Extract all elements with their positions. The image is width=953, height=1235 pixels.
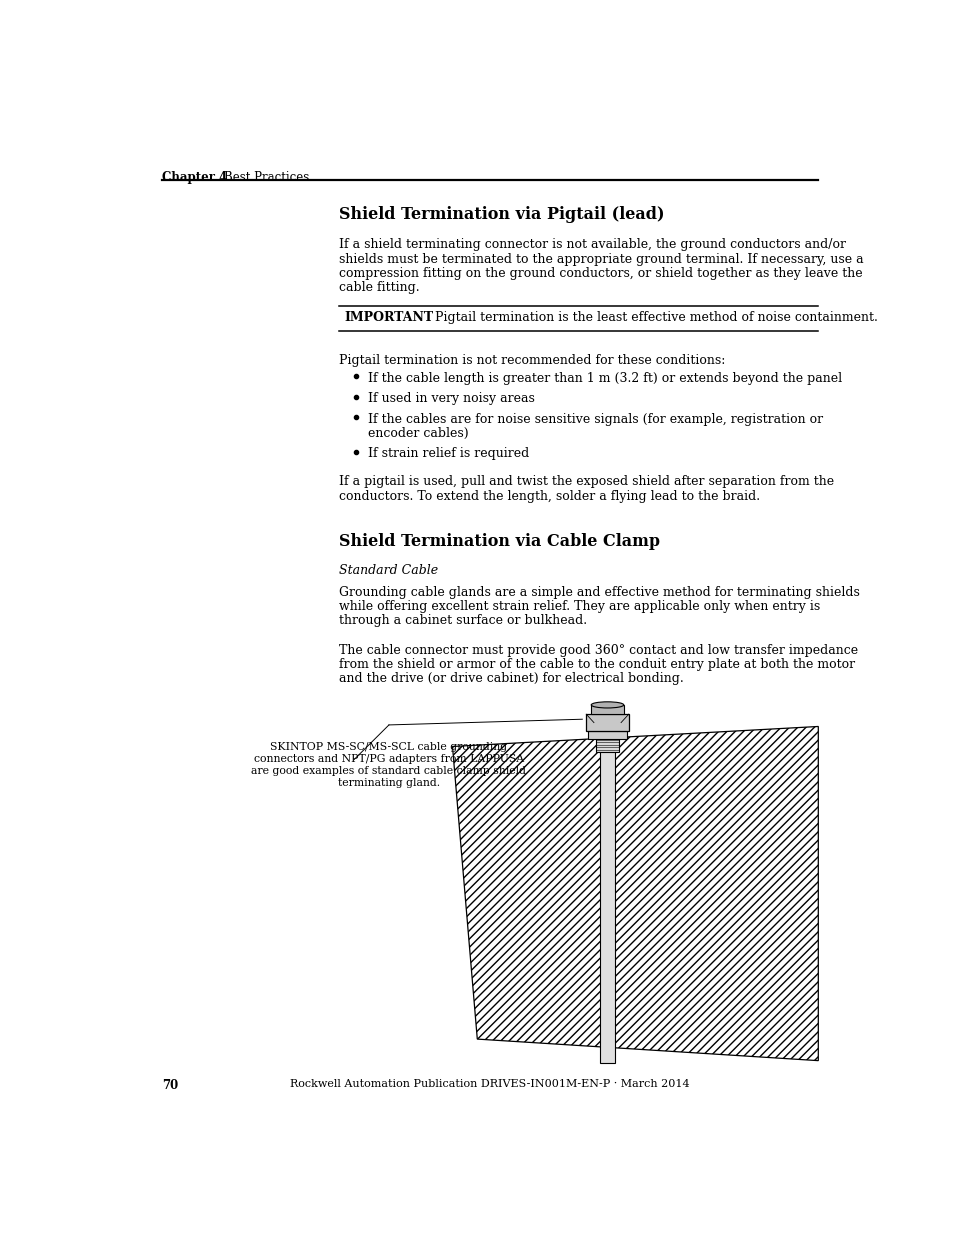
- Text: through a cabinet surface or bulkhead.: through a cabinet surface or bulkhead.: [338, 614, 586, 627]
- Text: while offering excellent strain relief. They are applicable only when entry is: while offering excellent strain relief. …: [338, 600, 819, 613]
- Text: Best Practices: Best Practices: [224, 172, 309, 184]
- Text: Chapter 4: Chapter 4: [162, 172, 227, 184]
- Text: and the drive (or drive cabinet) for electrical bonding.: and the drive (or drive cabinet) for ele…: [338, 672, 682, 685]
- Text: Grounding cable glands are a simple and effective method for terminating shields: Grounding cable glands are a simple and …: [338, 585, 859, 599]
- Text: If a shield terminating connector is not available, the ground conductors and/or: If a shield terminating connector is not…: [338, 238, 844, 251]
- Text: conductors. To extend the length, solder a flying lead to the braid.: conductors. To extend the length, solder…: [338, 490, 759, 503]
- Text: Shield Termination via Pigtail (lead): Shield Termination via Pigtail (lead): [338, 206, 663, 224]
- Text: Standard Cable: Standard Cable: [338, 564, 437, 577]
- Text: If the cable length is greater than 1 m (3.2 ft) or extends beyond the panel: If the cable length is greater than 1 m …: [368, 372, 841, 385]
- Bar: [587, 731, 626, 739]
- Bar: [596, 736, 618, 752]
- Text: from the shield or armor of the cable to the conduit entry plate at both the mot: from the shield or armor of the cable to…: [338, 658, 854, 671]
- Bar: [599, 711, 615, 1063]
- Text: If used in very noisy areas: If used in very noisy areas: [368, 393, 535, 405]
- Bar: [591, 705, 623, 714]
- Bar: [585, 714, 628, 731]
- Text: If strain relief is required: If strain relief is required: [368, 447, 529, 461]
- Text: The cable connector must provide good 360° contact and low transfer impedance: The cable connector must provide good 36…: [338, 643, 857, 657]
- Text: Pigtail termination is not recommended for these conditions:: Pigtail termination is not recommended f…: [338, 353, 724, 367]
- Text: SKINTOP MS-SC/MS-SCL cable grounding: SKINTOP MS-SC/MS-SCL cable grounding: [270, 742, 507, 752]
- Polygon shape: [452, 726, 818, 1061]
- Text: Rockwell Automation Publication DRIVES-IN001M-EN-P · March 2014: Rockwell Automation Publication DRIVES-I…: [290, 1079, 689, 1089]
- Text: encoder cables): encoder cables): [368, 427, 468, 440]
- Text: Shield Termination via Cable Clamp: Shield Termination via Cable Clamp: [338, 534, 659, 551]
- Text: If the cables are for noise sensitive signals (for example, registration or: If the cables are for noise sensitive si…: [368, 412, 822, 426]
- Text: terminating gland.: terminating gland.: [337, 778, 439, 788]
- Text: Pigtail termination is the least effective method of noise containment.: Pigtail termination is the least effecti…: [435, 311, 878, 324]
- Text: connectors and NPT/PG adapters from LAPPUSA: connectors and NPT/PG adapters from LAPP…: [253, 753, 523, 763]
- Text: If a pigtail is used, pull and twist the exposed shield after separation from th: If a pigtail is used, pull and twist the…: [338, 475, 833, 489]
- Text: cable fitting.: cable fitting.: [338, 282, 418, 294]
- Ellipse shape: [591, 701, 623, 708]
- Text: IMPORTANT: IMPORTANT: [344, 311, 434, 324]
- Text: 70: 70: [162, 1079, 178, 1092]
- Text: compression fitting on the ground conductors, or shield together as they leave t: compression fitting on the ground conduc…: [338, 267, 862, 280]
- Text: shields must be terminated to the appropriate ground terminal. If necessary, use: shields must be terminated to the approp…: [338, 252, 862, 266]
- Text: are good examples of standard cable clamp shield: are good examples of standard cable clam…: [252, 766, 526, 776]
